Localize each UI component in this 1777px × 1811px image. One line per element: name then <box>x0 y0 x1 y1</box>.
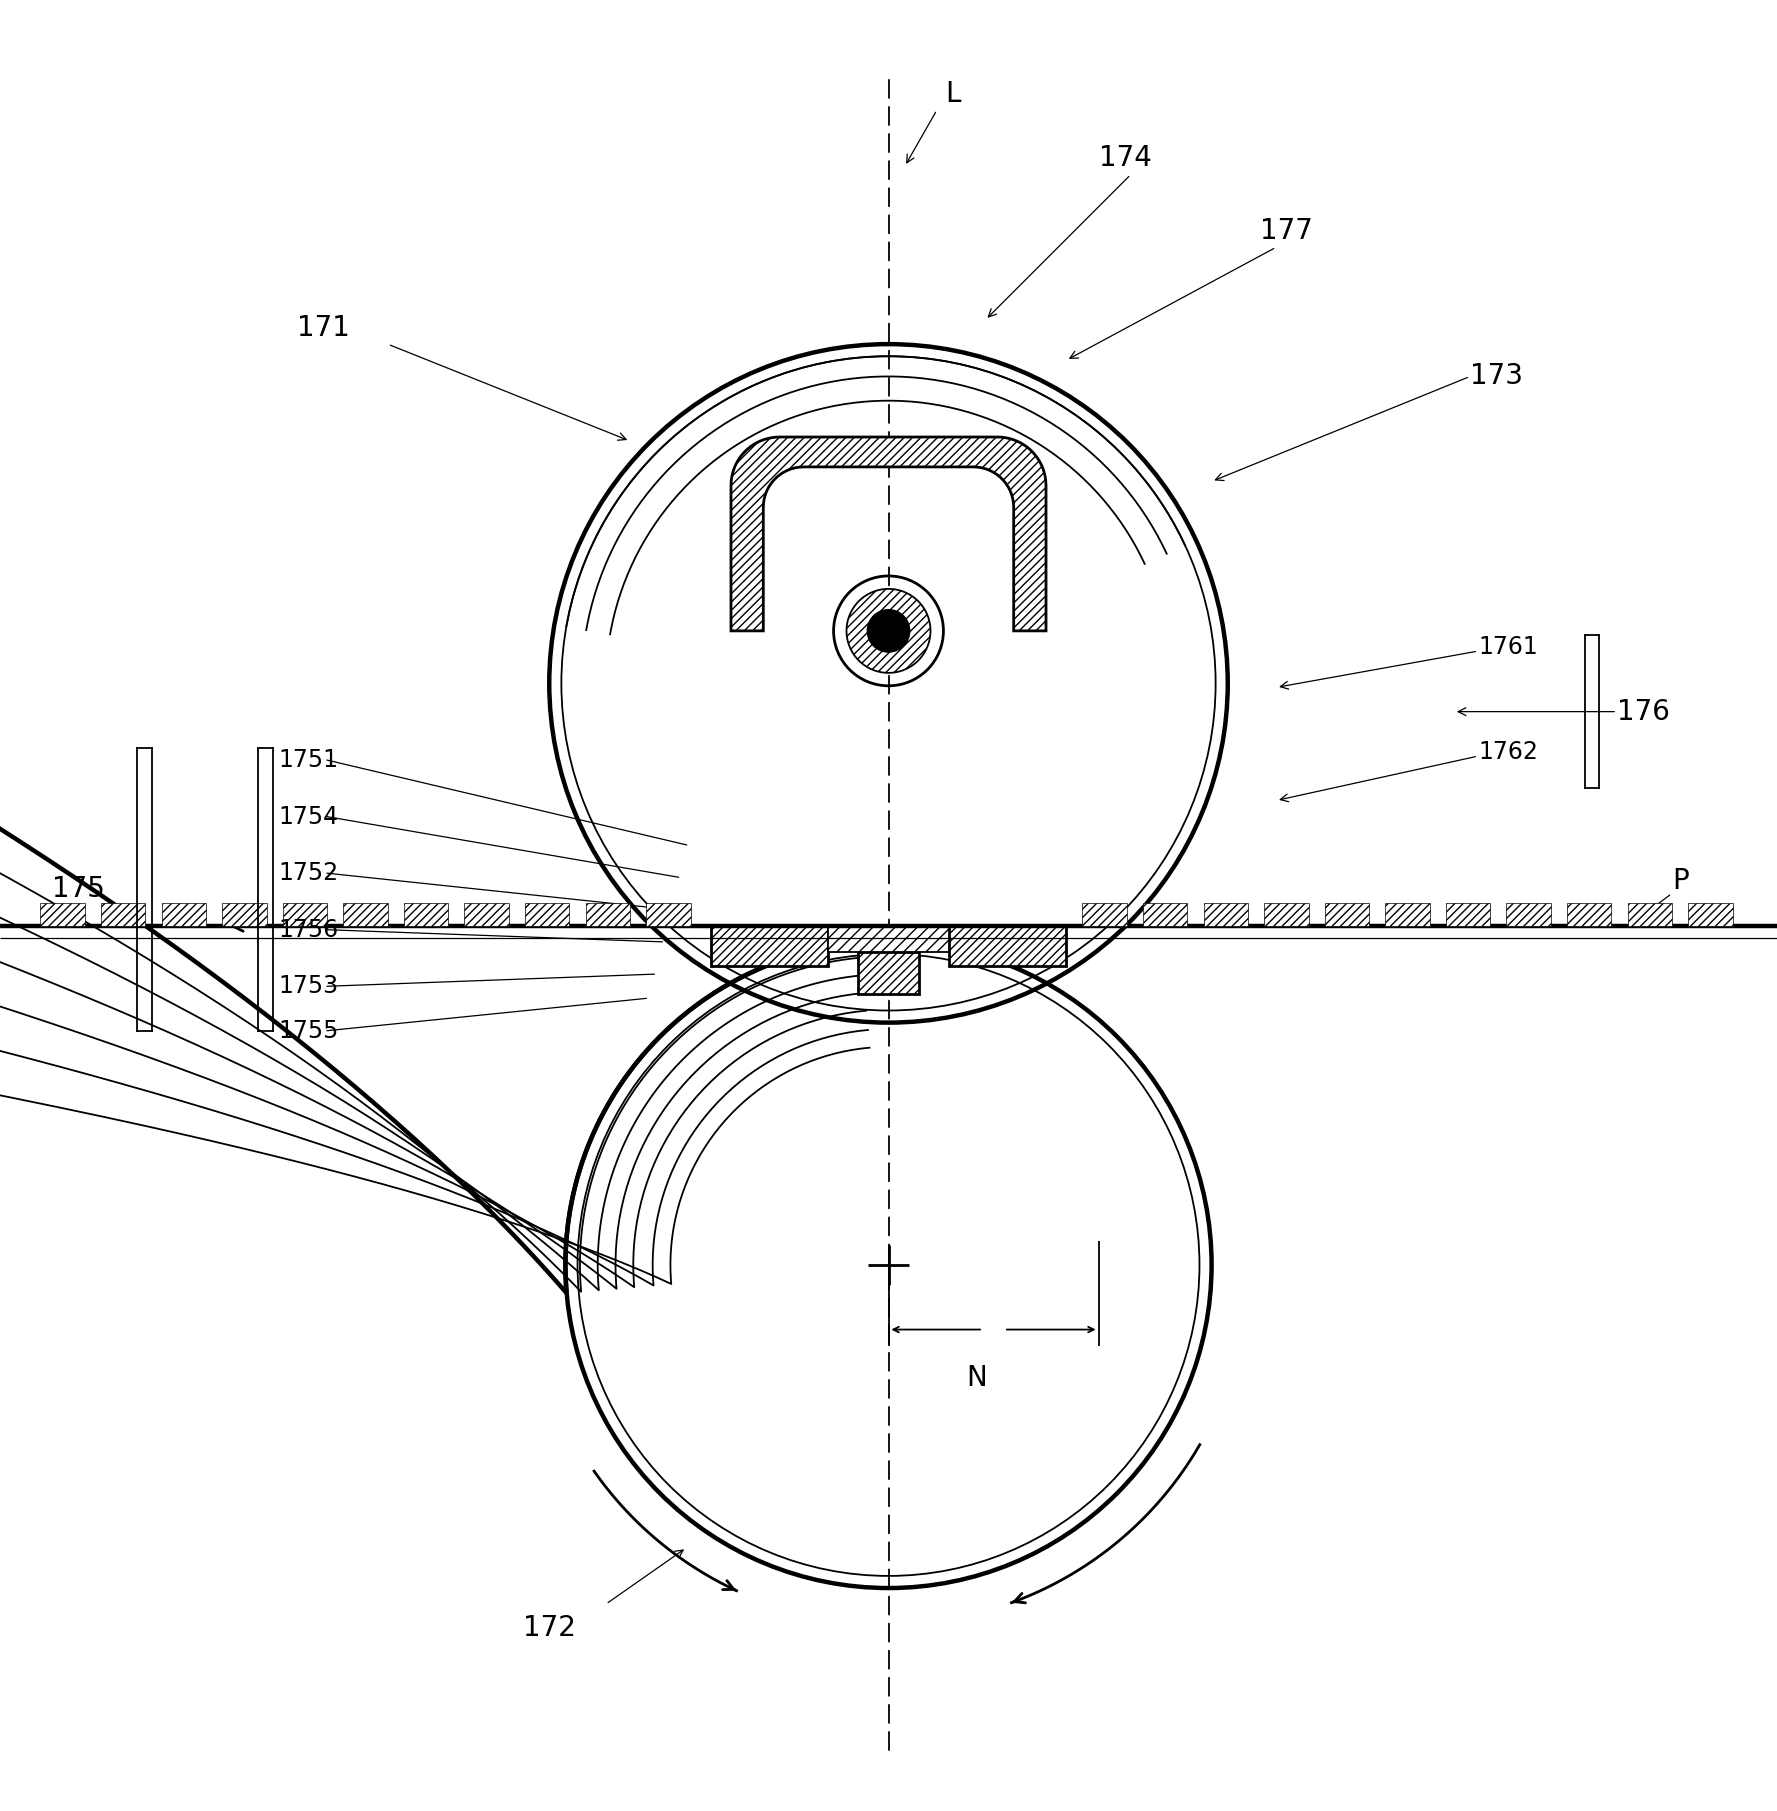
Polygon shape <box>1446 904 1491 925</box>
Polygon shape <box>1688 904 1733 925</box>
Text: 177: 177 <box>1260 217 1313 244</box>
Text: 1756: 1756 <box>279 918 339 942</box>
Polygon shape <box>858 951 919 994</box>
Polygon shape <box>524 904 569 925</box>
Text: 173: 173 <box>1470 362 1523 391</box>
Text: 171: 171 <box>297 313 350 342</box>
Polygon shape <box>41 904 85 925</box>
Polygon shape <box>730 436 1047 630</box>
Polygon shape <box>1628 904 1672 925</box>
Polygon shape <box>283 904 327 925</box>
Polygon shape <box>949 925 1066 965</box>
Text: N: N <box>967 1364 986 1393</box>
Text: 1753: 1753 <box>279 974 339 998</box>
Polygon shape <box>403 904 448 925</box>
Polygon shape <box>1507 904 1551 925</box>
Polygon shape <box>1567 904 1612 925</box>
Polygon shape <box>101 904 146 925</box>
Polygon shape <box>464 904 508 925</box>
Polygon shape <box>162 904 206 925</box>
Polygon shape <box>647 904 691 925</box>
Text: 1761: 1761 <box>1478 636 1537 659</box>
Polygon shape <box>1082 904 1127 925</box>
Text: 1754: 1754 <box>279 804 339 829</box>
Text: 174: 174 <box>1098 145 1151 172</box>
Polygon shape <box>1386 904 1430 925</box>
Text: L: L <box>945 80 961 107</box>
Polygon shape <box>343 904 387 925</box>
Text: 175: 175 <box>52 875 105 904</box>
Circle shape <box>846 589 931 674</box>
Polygon shape <box>1143 904 1187 925</box>
Circle shape <box>867 610 910 652</box>
Polygon shape <box>1324 904 1368 925</box>
Polygon shape <box>586 904 631 925</box>
Polygon shape <box>222 904 267 925</box>
Polygon shape <box>1263 904 1308 925</box>
Text: 1752: 1752 <box>279 862 339 886</box>
Polygon shape <box>711 925 828 965</box>
Text: 176: 176 <box>1617 697 1670 726</box>
Text: 1755: 1755 <box>279 1020 339 1043</box>
Polygon shape <box>828 925 949 951</box>
Text: 1762: 1762 <box>1478 741 1539 764</box>
Text: 172: 172 <box>522 1614 576 1643</box>
Text: P: P <box>1672 867 1688 895</box>
Polygon shape <box>1203 904 1247 925</box>
Text: 1751: 1751 <box>279 748 339 771</box>
